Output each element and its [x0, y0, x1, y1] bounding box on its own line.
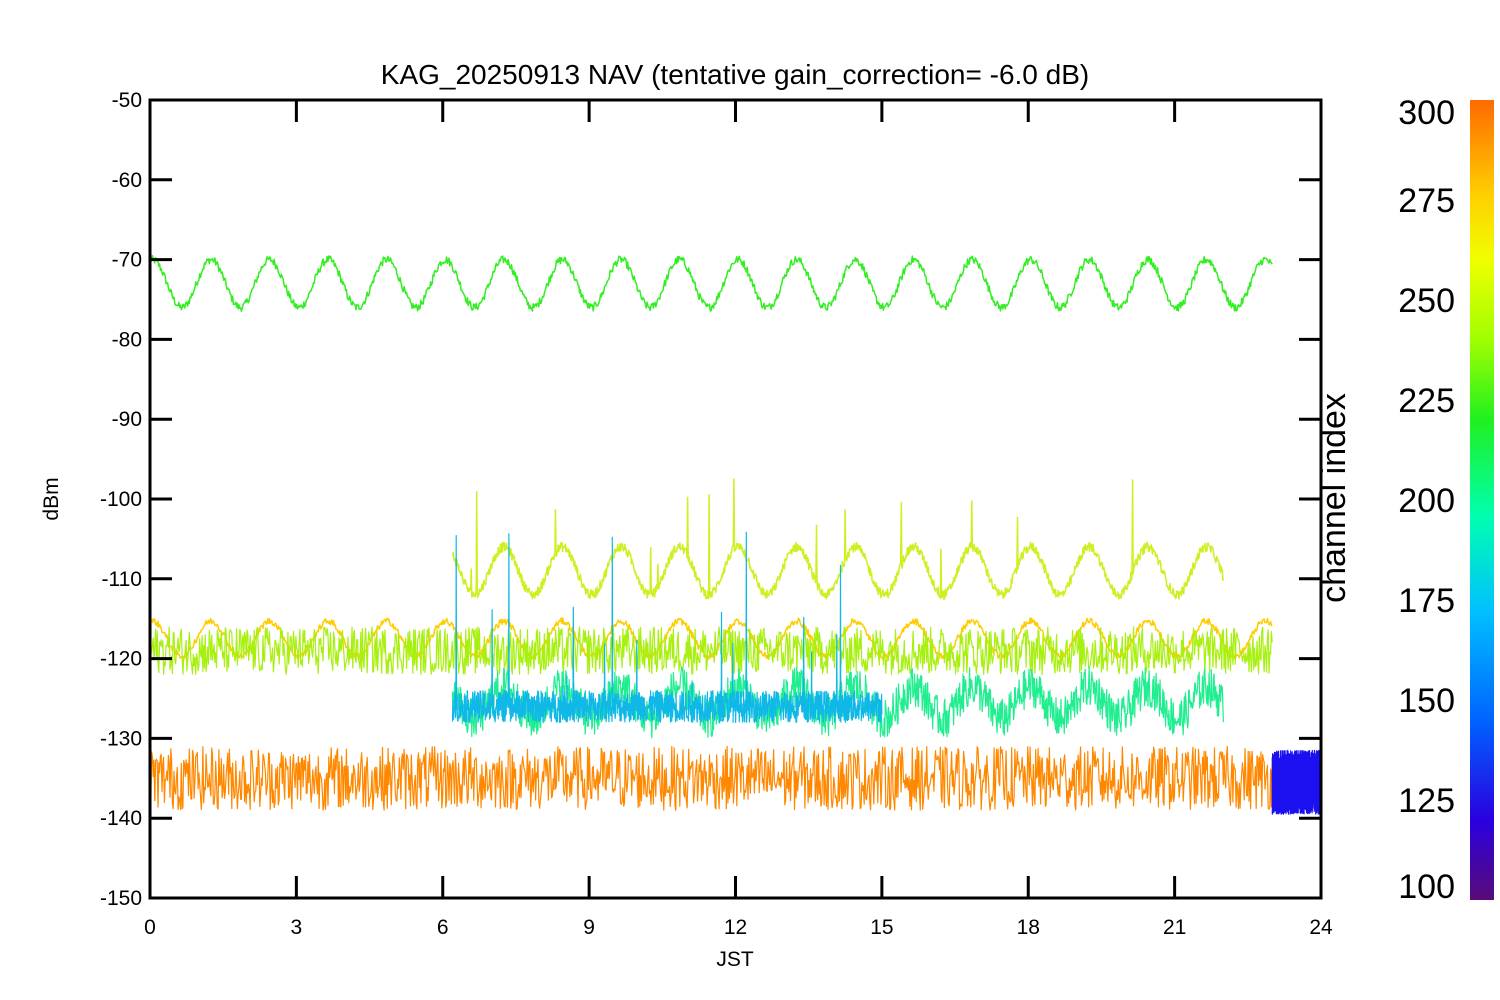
series-line — [150, 617, 1273, 660]
x-tick-label: 6 — [437, 916, 449, 939]
x-tick-label: 0 — [144, 916, 156, 939]
colorbar-tick-label: 300 — [1398, 94, 1455, 132]
y-tick-label: -130 — [100, 727, 142, 750]
ticks-layer: 0 3 6 9 12 15 18 21 24 -50 -60 -70 -80 -90 -100 -110 -12… — [100, 89, 1333, 939]
y-tick-label: -70 — [112, 249, 142, 272]
y-tick-label: -80 — [112, 328, 142, 351]
colorbar-tick-label: 175 — [1398, 582, 1455, 620]
colorbar — [1470, 100, 1494, 900]
x-tick-label: 3 — [291, 916, 303, 939]
colorbar-tick-label: 225 — [1398, 382, 1455, 420]
series-line — [451, 478, 1225, 600]
x-tick-label: 24 — [1309, 916, 1333, 939]
chart-title: KAG_20250913 NAV (tentative gain_correct… — [381, 59, 1089, 90]
y-axis-label: dBm — [40, 477, 63, 520]
colorbar-label: channel index — [1315, 393, 1353, 603]
series-layer — [150, 254, 1321, 815]
colorbar-tick-label: 150 — [1398, 682, 1455, 720]
y-tick-label: -110 — [102, 568, 142, 591]
x-tick-label: 21 — [1163, 916, 1186, 939]
x-tick-label: 18 — [1017, 916, 1040, 939]
colorbar-tick-label: 250 — [1398, 282, 1455, 320]
y-tick-label: -50 — [112, 89, 142, 112]
y-tick-label: -60 — [112, 169, 142, 192]
series-line — [150, 626, 1273, 676]
y-tick-label: -150 — [100, 887, 142, 910]
series-line — [1271, 749, 1321, 815]
series-line — [451, 531, 883, 723]
colorbar-tick-label: 100 — [1398, 868, 1455, 906]
colorbar-tick-label: 200 — [1398, 482, 1455, 520]
colorbar-tick-label: 125 — [1398, 782, 1455, 820]
series-line — [150, 745, 1273, 811]
colorbar-tick-label: 275 — [1398, 182, 1455, 220]
y-tick-label: -120 — [100, 648, 142, 671]
y-tick-label: -90 — [112, 408, 142, 431]
colorbar-ticks: 300 275 250 225 200 175 150 125 100 — [1398, 94, 1455, 906]
x-tick-label: 12 — [724, 916, 747, 939]
x-axis-label: JST — [716, 948, 754, 971]
x-tick-label: 9 — [583, 916, 595, 939]
y-tick-label: -140 — [100, 807, 142, 830]
x-tick-label: 15 — [870, 916, 893, 939]
y-tick-label: -100 — [100, 488, 142, 511]
series-line — [150, 254, 1273, 313]
